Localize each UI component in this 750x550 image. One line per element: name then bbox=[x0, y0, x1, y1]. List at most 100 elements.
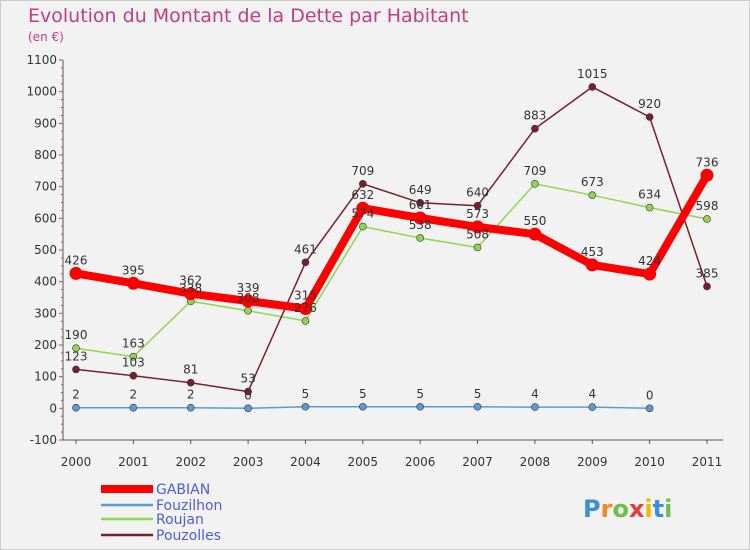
chart-title: Evolution du Montant de la Dette par Hab… bbox=[28, 5, 469, 27]
data-point bbox=[645, 404, 654, 413]
legend-label: Roujan bbox=[156, 512, 204, 528]
y-tick-label: 500 bbox=[34, 243, 57, 257]
data-label: 598 bbox=[696, 199, 719, 213]
data-point bbox=[588, 83, 597, 91]
y-tick-label: 1000 bbox=[26, 85, 57, 99]
data-point bbox=[301, 317, 310, 325]
data-point bbox=[473, 243, 482, 252]
data-label: 0 bbox=[646, 388, 654, 402]
y-tick-label: -100 bbox=[30, 433, 57, 447]
data-point bbox=[184, 287, 198, 301]
data-point bbox=[528, 227, 542, 241]
data-label: 574 bbox=[351, 207, 374, 221]
data-label: 634 bbox=[638, 188, 661, 202]
x-tick-label: 2002 bbox=[175, 455, 206, 469]
data-point bbox=[244, 387, 252, 396]
data-label: 920 bbox=[638, 97, 661, 111]
data-point bbox=[356, 201, 370, 215]
data-point bbox=[416, 234, 424, 242]
data-label: 5 bbox=[302, 387, 310, 401]
data-label: 883 bbox=[523, 109, 546, 123]
data-point bbox=[359, 180, 367, 188]
data-label: 163 bbox=[122, 337, 145, 351]
data-label: 508 bbox=[466, 227, 489, 241]
data-label: 424 bbox=[638, 254, 661, 268]
data-point bbox=[413, 211, 427, 225]
data-label: 1015 bbox=[577, 67, 608, 81]
data-point bbox=[585, 258, 599, 272]
data-point bbox=[531, 180, 539, 188]
data-point bbox=[416, 199, 424, 207]
series-pouzolles bbox=[72, 83, 711, 396]
x-tick-label: 2007 bbox=[462, 455, 493, 469]
data-label: 5 bbox=[474, 387, 482, 401]
series-gabian bbox=[69, 168, 714, 316]
data-label: 573 bbox=[466, 207, 489, 221]
data-label: 453 bbox=[581, 245, 604, 259]
data-label: 5 bbox=[359, 387, 367, 401]
legend-label: Pouzolles bbox=[156, 528, 221, 544]
data-label: 709 bbox=[351, 164, 374, 178]
data-point bbox=[298, 302, 312, 316]
data-point bbox=[416, 402, 424, 411]
x-tick-label: 2008 bbox=[520, 455, 551, 469]
data-point bbox=[531, 403, 539, 411]
data-label: 2 bbox=[130, 388, 138, 402]
data-point bbox=[588, 191, 597, 200]
y-tick-label: 1100 bbox=[26, 53, 57, 67]
data-point bbox=[473, 201, 482, 210]
x-tick-label: 2004 bbox=[290, 455, 321, 469]
data-label: 461 bbox=[294, 242, 317, 256]
y-tick-label: 200 bbox=[34, 338, 57, 352]
data-point bbox=[241, 294, 255, 308]
data-label: 673 bbox=[581, 175, 604, 189]
series-line bbox=[72, 171, 711, 313]
data-point bbox=[69, 266, 83, 280]
data-label: 426 bbox=[65, 253, 88, 267]
data-label: 4 bbox=[588, 387, 596, 401]
data-point bbox=[129, 352, 138, 361]
series-layer bbox=[69, 83, 714, 413]
data-point bbox=[129, 403, 138, 412]
data-label: 632 bbox=[351, 188, 374, 202]
data-point bbox=[700, 168, 714, 182]
data-point bbox=[244, 404, 252, 413]
data-label: 395 bbox=[122, 263, 145, 277]
data-point bbox=[186, 378, 195, 387]
data-label: 338 bbox=[179, 281, 202, 295]
x-tick-label: 2003 bbox=[233, 455, 264, 469]
data-label: 4 bbox=[531, 387, 539, 401]
data-label: 81 bbox=[183, 363, 198, 377]
data-label: 2 bbox=[187, 388, 195, 402]
x-tick-label: 2009 bbox=[577, 455, 608, 469]
x-tick-label: 2010 bbox=[634, 455, 665, 469]
series-fouzilhon bbox=[72, 402, 654, 413]
data-point bbox=[129, 371, 138, 380]
data-label: 123 bbox=[65, 349, 88, 363]
axes: -100010020030040050060070080090010001100… bbox=[26, 53, 723, 469]
chart-subtitle: (en €) bbox=[28, 30, 64, 44]
x-tick-label: 2001 bbox=[118, 455, 149, 469]
data-label: 736 bbox=[696, 155, 719, 169]
x-tick-label: 2005 bbox=[348, 455, 379, 469]
svg-text:Proxiti: Proxiti bbox=[583, 495, 672, 523]
data-point bbox=[301, 258, 310, 267]
x-tick-label: 2011 bbox=[692, 455, 723, 469]
data-label: 649 bbox=[409, 183, 432, 197]
x-tick-label: 2006 bbox=[405, 455, 436, 469]
x-tick-label: 2000 bbox=[61, 455, 92, 469]
series-line bbox=[75, 183, 708, 358]
data-label: 640 bbox=[466, 186, 489, 200]
data-point bbox=[126, 276, 140, 290]
data-point bbox=[72, 403, 80, 412]
y-tick-label: 600 bbox=[34, 211, 57, 225]
data-label: 315 bbox=[294, 289, 317, 303]
data-point bbox=[359, 402, 367, 411]
data-point bbox=[186, 403, 195, 412]
data-label: 601 bbox=[409, 198, 432, 212]
y-tick-label: 400 bbox=[34, 275, 57, 289]
data-point bbox=[588, 403, 597, 411]
data-point bbox=[531, 124, 539, 133]
